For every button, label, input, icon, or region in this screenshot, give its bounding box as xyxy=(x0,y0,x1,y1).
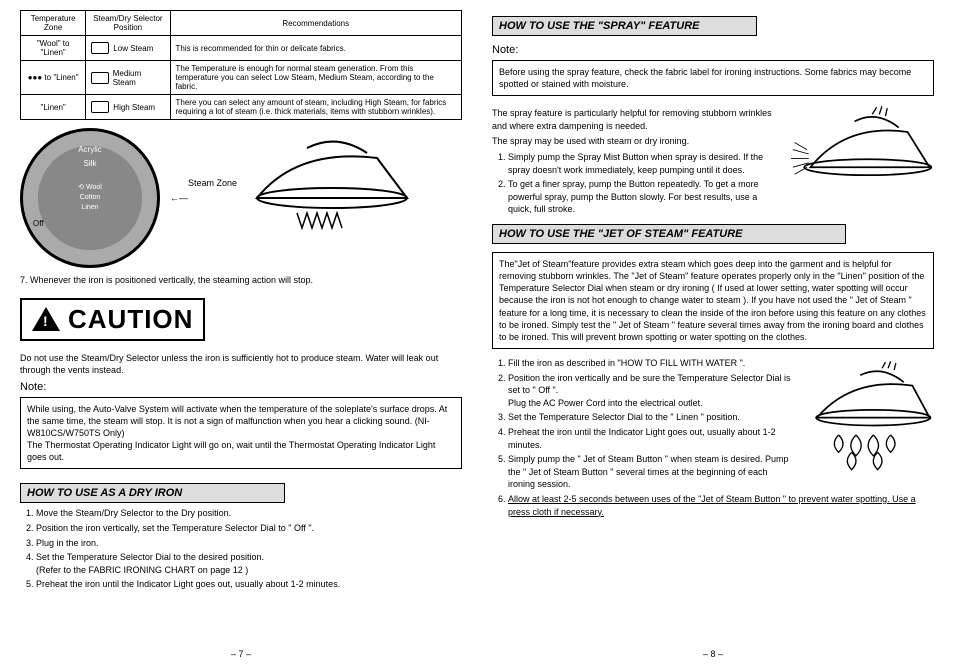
iron-jet-icon xyxy=(804,357,934,487)
temperature-dial-icon: Acrylic Silk ⟲ Wool Cotton Linen Off xyxy=(20,128,160,268)
iron-steam-icon xyxy=(247,128,417,238)
page-number: – 8 – xyxy=(703,649,723,659)
th-sel: Steam/Dry Selector Position xyxy=(86,11,170,36)
page-left: Temperature Zone Steam/Dry Selector Posi… xyxy=(20,10,462,657)
caution-para: Do not use the Steam/Dry Selector unless… xyxy=(20,352,462,377)
table-row: "Linen" High Steam There you can select … xyxy=(21,95,462,120)
list-item: Position the iron vertically, set the Te… xyxy=(36,522,462,535)
list-item: Allow at least 2-5 seconds between uses … xyxy=(508,493,934,518)
warning-triangle-icon xyxy=(32,307,60,331)
table-row: "Wool" to "Linen" Low Steam This is reco… xyxy=(21,36,462,61)
th-zone: Temperature Zone xyxy=(21,11,86,36)
steam-low-icon xyxy=(91,42,109,54)
list-item: Preheat the iron until the Indicator Lig… xyxy=(36,578,462,591)
caution-box: CAUTION xyxy=(20,298,205,341)
dry-iron-heading: HOW TO USE AS A DRY IRON xyxy=(20,483,285,503)
note-box: While using, the Auto-Valve System will … xyxy=(20,397,462,470)
th-rec: Recommendations xyxy=(170,11,462,36)
table-row: ●●● to "Linen" Medium Steam The Temperat… xyxy=(21,61,462,95)
spray-heading: HOW TO USE THE "SPRAY" FEATURE xyxy=(492,16,757,36)
temperature-table: Temperature Zone Steam/Dry Selector Posi… xyxy=(20,10,462,120)
caution-heading: CAUTION xyxy=(68,304,193,335)
arrow-icon: ←— xyxy=(170,193,188,203)
dry-steps: Move the Steam/Dry Selector to the Dry p… xyxy=(20,507,462,591)
page-right: HOW TO USE THE "SPRAY" FEATURE Note: Bef… xyxy=(492,10,934,657)
spray-note-box: Before using the spray feature, check th… xyxy=(492,60,934,96)
note-label: Note: xyxy=(20,381,462,393)
jet-box: The"Jet of Steam"feature provides extra … xyxy=(492,252,934,349)
steam-med-icon xyxy=(91,72,108,84)
steam-zone-label: Steam Zone xyxy=(188,178,237,188)
list-item: Set the Temperature Selector Dial to the… xyxy=(36,551,462,576)
list-item: Plug in the iron. xyxy=(36,537,462,550)
iron-spray-icon xyxy=(784,104,934,204)
note-label: Note: xyxy=(492,44,934,56)
page-number: – 7 – xyxy=(231,649,251,659)
jet-heading: HOW TO USE THE "JET OF STEAM" FEATURE xyxy=(492,224,846,244)
dial-illustration-row: Acrylic Silk ⟲ Wool Cotton Linen Off ←— … xyxy=(20,128,462,268)
step-7: 7. Whenever the iron is positioned verti… xyxy=(20,274,462,287)
list-item: Move the Steam/Dry Selector to the Dry p… xyxy=(36,507,462,520)
steam-high-icon xyxy=(91,101,109,113)
